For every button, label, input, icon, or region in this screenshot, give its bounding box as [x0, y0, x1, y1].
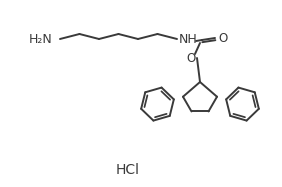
Text: O: O: [186, 51, 196, 65]
Text: NH: NH: [179, 33, 197, 45]
Text: HCl: HCl: [116, 163, 140, 177]
Text: O: O: [218, 31, 228, 45]
Text: H₂N: H₂N: [29, 33, 53, 45]
